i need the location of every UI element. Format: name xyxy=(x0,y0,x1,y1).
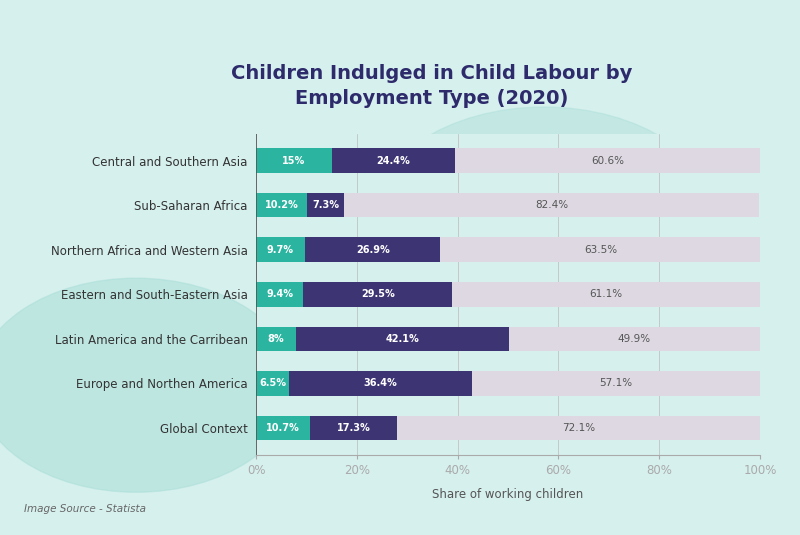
Legend: Own-account worker, Employees, Contributing family worker: Own-account worker, Employees, Contribut… xyxy=(278,531,738,535)
Circle shape xyxy=(0,278,296,492)
Bar xyxy=(305,238,441,262)
Text: 26.9%: 26.9% xyxy=(356,244,390,255)
Text: 82.4%: 82.4% xyxy=(535,200,569,210)
Text: 9.4%: 9.4% xyxy=(266,289,293,299)
Text: 60.6%: 60.6% xyxy=(590,156,624,166)
Bar xyxy=(256,193,307,217)
Bar xyxy=(452,282,760,307)
Bar xyxy=(397,416,761,440)
Text: 36.4%: 36.4% xyxy=(364,378,398,388)
Bar xyxy=(472,371,760,395)
Text: 57.1%: 57.1% xyxy=(599,378,633,388)
Text: 6.5%: 6.5% xyxy=(259,378,286,388)
Bar xyxy=(256,326,296,351)
Text: 49.9%: 49.9% xyxy=(618,334,651,344)
Text: 42.1%: 42.1% xyxy=(386,334,419,344)
Text: 10.7%: 10.7% xyxy=(266,423,300,433)
Text: 24.4%: 24.4% xyxy=(376,156,410,166)
Circle shape xyxy=(368,107,720,342)
Text: 15%: 15% xyxy=(282,156,306,166)
Bar xyxy=(256,371,289,395)
Text: 10.2%: 10.2% xyxy=(265,200,298,210)
Text: 9.7%: 9.7% xyxy=(267,244,294,255)
Text: 17.3%: 17.3% xyxy=(337,423,370,433)
Text: 72.1%: 72.1% xyxy=(562,423,595,433)
Bar xyxy=(256,238,305,262)
Bar xyxy=(454,148,760,173)
Bar xyxy=(303,282,452,307)
Bar xyxy=(256,416,310,440)
Bar xyxy=(344,193,759,217)
Text: Children Indulged in Child Labour by
Employment Type (2020): Children Indulged in Child Labour by Emp… xyxy=(231,64,633,108)
Text: 29.5%: 29.5% xyxy=(361,289,394,299)
Bar xyxy=(289,371,472,395)
Text: 8%: 8% xyxy=(268,334,285,344)
Text: 61.1%: 61.1% xyxy=(590,289,622,299)
Bar xyxy=(256,148,332,173)
Bar xyxy=(310,416,397,440)
Bar xyxy=(256,282,303,307)
Bar xyxy=(509,326,760,351)
Text: Image Source - Statista: Image Source - Statista xyxy=(24,503,146,514)
Bar xyxy=(296,326,509,351)
X-axis label: Share of working children: Share of working children xyxy=(432,488,584,501)
Text: 63.5%: 63.5% xyxy=(584,244,617,255)
Bar xyxy=(332,148,454,173)
Bar xyxy=(441,238,761,262)
Bar xyxy=(307,193,344,217)
Text: 7.3%: 7.3% xyxy=(312,200,339,210)
